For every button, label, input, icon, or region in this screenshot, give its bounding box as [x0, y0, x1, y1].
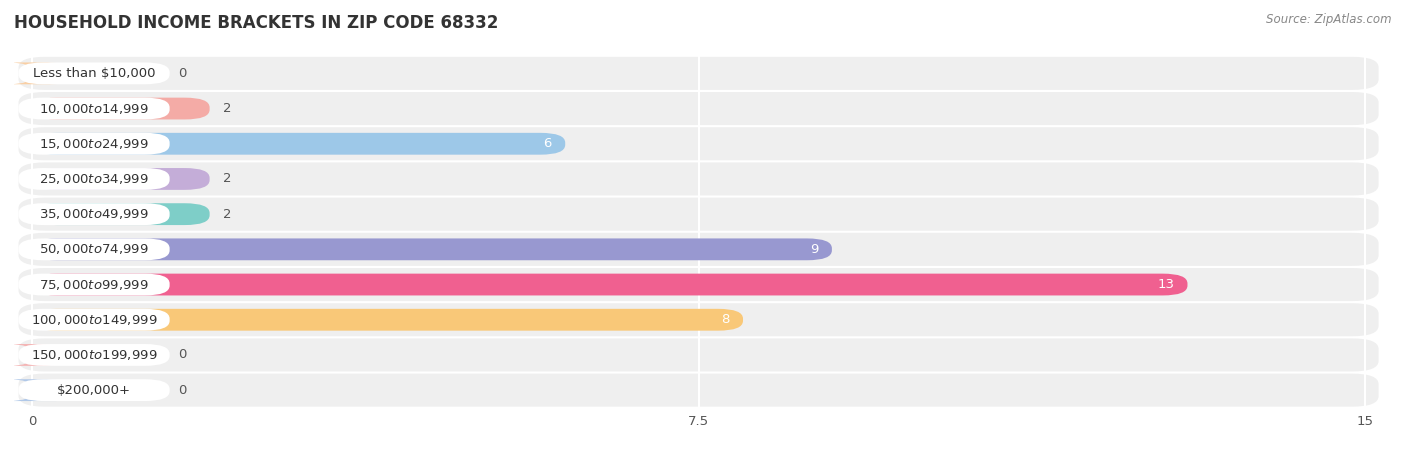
FancyBboxPatch shape [18, 63, 170, 84]
FancyBboxPatch shape [18, 274, 170, 296]
Text: $100,000 to $149,999: $100,000 to $149,999 [31, 313, 157, 327]
FancyBboxPatch shape [18, 379, 170, 401]
FancyBboxPatch shape [18, 133, 170, 155]
Text: HOUSEHOLD INCOME BRACKETS IN ZIP CODE 68332: HOUSEHOLD INCOME BRACKETS IN ZIP CODE 68… [14, 14, 499, 32]
FancyBboxPatch shape [18, 198, 1379, 231]
Text: Less than $10,000: Less than $10,000 [32, 67, 155, 80]
Text: $15,000 to $24,999: $15,000 to $24,999 [39, 137, 149, 151]
Text: $75,000 to $99,999: $75,000 to $99,999 [39, 278, 149, 292]
Text: 0: 0 [179, 384, 187, 396]
Text: $35,000 to $49,999: $35,000 to $49,999 [39, 207, 149, 221]
FancyBboxPatch shape [18, 203, 170, 225]
FancyBboxPatch shape [32, 203, 209, 225]
FancyBboxPatch shape [32, 238, 832, 260]
Text: 2: 2 [224, 102, 232, 115]
FancyBboxPatch shape [32, 168, 209, 190]
FancyBboxPatch shape [18, 168, 170, 190]
FancyBboxPatch shape [18, 127, 1379, 160]
Text: 13: 13 [1157, 278, 1174, 291]
Text: $10,000 to $14,999: $10,000 to $14,999 [39, 102, 149, 116]
FancyBboxPatch shape [8, 379, 56, 401]
Text: 2: 2 [224, 207, 232, 220]
Text: Source: ZipAtlas.com: Source: ZipAtlas.com [1267, 14, 1392, 27]
FancyBboxPatch shape [18, 338, 1379, 372]
FancyBboxPatch shape [18, 92, 1379, 125]
Text: 6: 6 [544, 137, 553, 150]
Text: 0: 0 [179, 348, 187, 361]
FancyBboxPatch shape [32, 309, 742, 331]
FancyBboxPatch shape [18, 268, 1379, 301]
Text: 9: 9 [810, 243, 818, 256]
FancyBboxPatch shape [18, 162, 1379, 195]
FancyBboxPatch shape [32, 274, 1188, 296]
Text: 8: 8 [721, 313, 730, 326]
Text: $50,000 to $74,999: $50,000 to $74,999 [39, 243, 149, 256]
FancyBboxPatch shape [18, 303, 1379, 336]
FancyBboxPatch shape [18, 309, 170, 331]
Text: $150,000 to $199,999: $150,000 to $199,999 [31, 348, 157, 362]
FancyBboxPatch shape [32, 98, 209, 119]
FancyBboxPatch shape [32, 133, 565, 155]
Text: $25,000 to $34,999: $25,000 to $34,999 [39, 172, 149, 186]
FancyBboxPatch shape [18, 57, 1379, 90]
Text: $200,000+: $200,000+ [58, 384, 131, 396]
FancyBboxPatch shape [18, 374, 1379, 407]
FancyBboxPatch shape [18, 238, 170, 260]
FancyBboxPatch shape [8, 63, 56, 84]
FancyBboxPatch shape [18, 98, 170, 119]
FancyBboxPatch shape [8, 344, 56, 366]
Text: 0: 0 [179, 67, 187, 80]
FancyBboxPatch shape [18, 344, 170, 366]
FancyBboxPatch shape [18, 233, 1379, 266]
Text: 2: 2 [224, 172, 232, 185]
